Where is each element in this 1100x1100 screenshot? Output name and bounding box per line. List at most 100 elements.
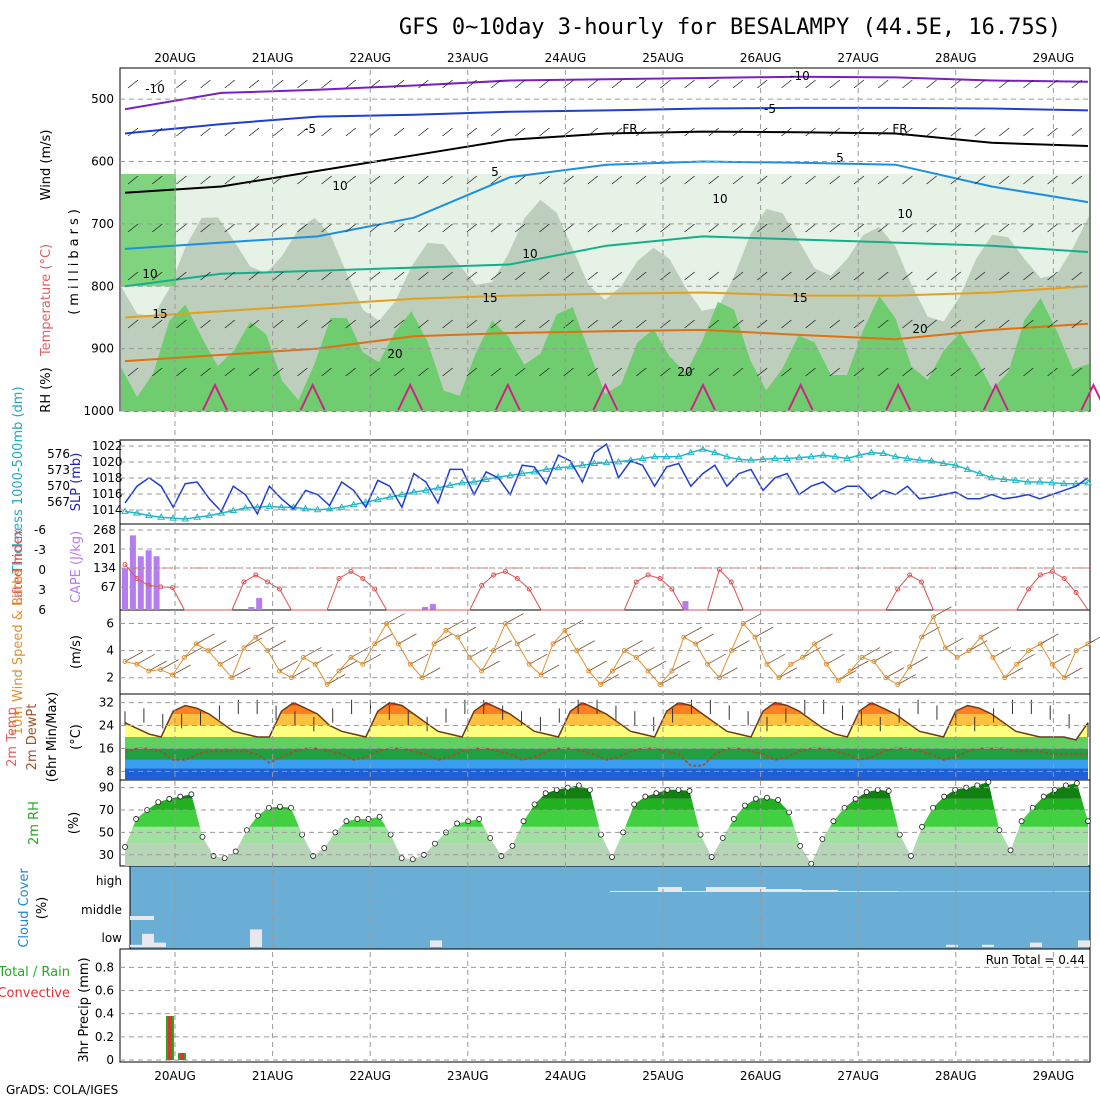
wind-barb [877,79,889,89]
wind-barb [998,319,1010,329]
wind10-marker [217,661,223,667]
thickness-marker [506,471,515,478]
wind-barb [200,175,211,185]
thickness-marker [313,505,322,513]
lifted-tick--3: -3 [34,543,46,557]
lifted-index-marker [241,579,247,585]
rh-marker [664,786,671,793]
wind-barb [272,271,284,281]
wind-barb [756,175,768,185]
wind10-barb [1064,667,1083,679]
wind10-marker [871,658,877,664]
wind-barb [272,367,284,377]
wind-barb [805,175,816,185]
wind10-marker [954,654,960,660]
wind-barb [442,127,453,137]
wind-barb [1023,319,1034,329]
wind10-marker [812,641,818,647]
wind10-barb [778,667,798,679]
wind-barb [393,175,405,185]
contour-label-6: 5 [491,165,499,179]
thickness-marker [927,457,936,464]
date-top-23AUG: 23AUG [447,51,489,65]
wind-barb [369,271,381,281]
wind-barb [200,127,211,137]
lifted-index-marker [645,572,651,578]
wind10-barb [921,626,940,638]
cloud-high-bar [766,889,778,892]
wind-barb [1071,175,1083,185]
cloud-high-bar [610,891,622,892]
lifted-tick--6: -6 [34,523,46,537]
wind-barb [151,79,163,89]
wind-barb [611,127,623,137]
rh-marker [310,853,317,859]
rh-marker [1085,818,1091,825]
lifted-index-marker [277,586,283,592]
cape-bar [137,556,144,610]
temp-tick-16: 16 [99,741,114,755]
wind-barb [781,367,792,377]
rh-marker [166,795,173,802]
label-rh-unit: (%) [67,812,82,835]
cloud-high-bar [778,889,790,892]
wind-barb [224,79,236,89]
wind10-barb [338,660,358,672]
isotherm-5 [124,160,1089,250]
wind-barb [902,223,913,233]
thickness-marker [807,452,816,460]
rh-marker [155,799,162,806]
wind10-marker [455,634,461,640]
thickness-marker [722,452,731,460]
wind-barb [1047,127,1058,137]
wind-barb [998,79,1010,89]
lifted-index-marker [514,576,520,581]
wind-barb [514,127,526,137]
label-thickness: Thickness 1000-500mb (dm) [11,386,26,574]
wind-barb [127,223,139,233]
thickness-marker [410,488,418,495]
cloud-low-bar [946,944,958,947]
rh-marker [609,854,615,860]
surface-spike-5 [690,382,716,411]
wind-barb [321,79,332,89]
thickness-marker [975,469,984,477]
wind-barb [418,223,429,233]
wind-barb [635,367,647,377]
rh-marker [830,818,837,825]
footer-credit: GrADS: COLA/IGES [6,1083,118,1097]
wind-barb [176,79,187,89]
wind-barb [1071,127,1083,137]
wind10-barb [719,667,738,679]
wind-barb [393,367,405,377]
thickness-marker [181,514,190,522]
cape-bar [421,607,428,610]
rh-marker [719,835,726,841]
wind-barb [732,79,744,89]
rh-marker [919,823,925,830]
wind-barb [708,175,720,185]
date-bottom-20AUG: 20AUG [154,1069,196,1083]
date-bottom-26AUG: 26AUG [740,1069,782,1083]
rh-marker [885,788,892,794]
surface-spike-7 [885,382,912,411]
rh-marker [221,855,228,862]
lifted-index-marker [134,576,140,581]
wind10-barb [255,626,274,638]
wind-barb [321,271,332,281]
thickness-marker [1060,479,1068,487]
rh-marker [354,816,361,822]
wind10-barb [754,626,774,638]
rh-marker [575,782,582,789]
wind10-marker [407,661,413,667]
lifted-tick-6: 6 [38,603,46,617]
wind-barb [151,127,163,137]
wind-barb [756,223,768,233]
rh-marker [277,803,283,810]
wind-barb [708,319,720,329]
temp-tick-8: 8 [106,764,114,778]
wind-barb [781,175,792,185]
wind-barb [829,271,841,281]
thickness-marker [662,452,671,460]
wind-barb [708,79,720,89]
